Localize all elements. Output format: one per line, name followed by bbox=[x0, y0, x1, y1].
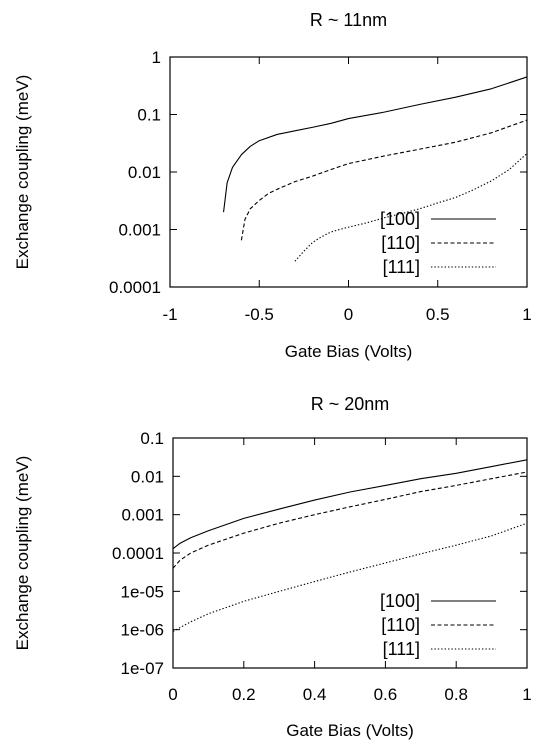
series-line-solid bbox=[172, 459, 528, 550]
series-line-solid bbox=[223, 76, 528, 213]
x-tick-label: 0.4 bbox=[303, 685, 327, 704]
x-tick-label: 0.6 bbox=[374, 685, 398, 704]
plot-frame bbox=[169, 56, 528, 288]
x-tick-label: 0.8 bbox=[444, 685, 468, 704]
legend-label: [110] bbox=[381, 233, 420, 253]
chart-2: R ~ 20nm 1e-07 1e-06 1e-05 0.0001 0.001 0.01 0.… bbox=[13, 394, 532, 740]
x-tick-label: 0.5 bbox=[426, 305, 450, 324]
y-tick-label: 0.01 bbox=[131, 467, 164, 486]
legend-label: [100] bbox=[380, 209, 420, 229]
chart-1: R ~ 11nm 0.0001 0.001 0.01 0.1 1 -1 -0.5 0 0.5 1 Ga… bbox=[13, 10, 532, 361]
series-line-dotted bbox=[294, 153, 528, 262]
series-line-dotted bbox=[172, 522, 528, 632]
x-axis-label: Gate Bias (Volts) bbox=[285, 342, 413, 361]
x-axis-label: Gate Bias (Volts) bbox=[286, 721, 414, 740]
legend-label: [110] bbox=[381, 615, 420, 635]
legend-label: [111] bbox=[383, 639, 420, 659]
y-tick-label: 0.001 bbox=[118, 221, 161, 240]
x-tick-label: 1 bbox=[522, 685, 531, 704]
y-axis-label: Exchange coupling (meV) bbox=[13, 456, 32, 651]
chart-title: R ~ 11nm bbox=[310, 10, 387, 30]
y-tick-label: 1e-05 bbox=[121, 582, 164, 601]
x-tick-label: 1 bbox=[522, 305, 531, 324]
x-tick-label: 0 bbox=[168, 685, 177, 704]
y-tick-label: 1e-07 bbox=[121, 659, 164, 678]
y-tick-label: 0.1 bbox=[140, 429, 164, 448]
y-tick-label: 0.1 bbox=[137, 106, 161, 125]
x-tick-label: 0.2 bbox=[232, 685, 256, 704]
plot-frame bbox=[172, 437, 528, 669]
legend-label: [100] bbox=[380, 591, 420, 611]
y-tick-label: 0.001 bbox=[121, 506, 164, 525]
x-tick-label: -1 bbox=[162, 305, 177, 324]
y-tick-label: 0.0001 bbox=[109, 278, 161, 297]
y-tick-label: 0.01 bbox=[128, 163, 161, 182]
x-tick-label: -0.5 bbox=[245, 305, 274, 324]
series-line-dashed bbox=[240, 119, 528, 241]
x-tick-label: 0 bbox=[344, 305, 353, 324]
y-tick-label: 1e-06 bbox=[121, 621, 164, 640]
legend-label: [111] bbox=[383, 257, 420, 277]
y-axis-label: Exchange coupling (meV) bbox=[13, 75, 32, 270]
y-tick-label: 0.0001 bbox=[112, 544, 164, 563]
y-tick-label: 1 bbox=[152, 48, 161, 67]
series-line-dashed bbox=[172, 471, 528, 569]
chart-title: R ~ 20nm bbox=[311, 394, 390, 414]
